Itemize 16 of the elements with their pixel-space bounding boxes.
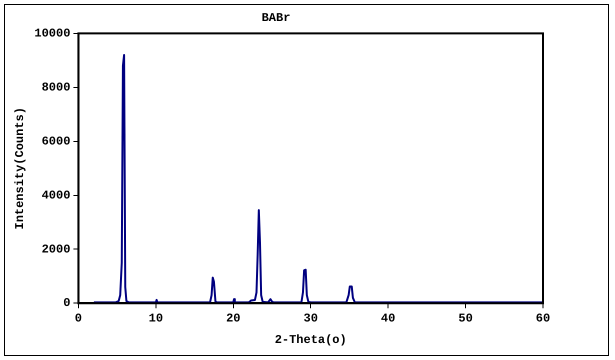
x-tick-label: 60 [536, 311, 550, 326]
y-tick-label: 4000 [42, 188, 70, 202]
y-axis-title: Intensity(Counts) [13, 107, 28, 230]
x-tick-label: 10 [148, 311, 164, 326]
y-tick-label: 6000 [42, 134, 70, 148]
x-tick-label: 20 [226, 311, 240, 326]
y-tick-label: 0 [63, 296, 70, 310]
y-tick-label: 10000 [34, 26, 70, 40]
x-axis-title: 2-Theta(o) [274, 332, 347, 347]
x-tick-label: 40 [380, 311, 396, 326]
chart-title: BABr [262, 11, 290, 26]
y-tick-label: 2000 [42, 242, 70, 256]
x-tick-label: 30 [304, 311, 318, 326]
y-tick-label: 8000 [42, 80, 70, 94]
x-tick-label: 50 [458, 311, 473, 326]
x-tick-label: 0 [74, 311, 82, 326]
